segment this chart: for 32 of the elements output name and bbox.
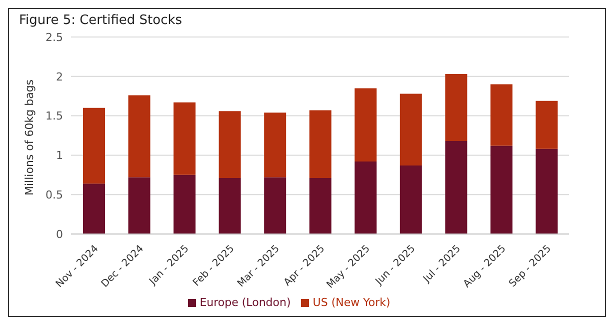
bar [536,100,558,149]
y-tick-label: 2 [56,70,63,84]
bar [354,162,377,234]
bar [174,174,196,234]
bar [400,165,422,234]
bar [400,94,422,166]
bar [309,110,332,178]
y-tick-label: 2.5 [46,30,63,44]
bar [218,111,241,178]
y-tick-label: 0 [56,228,63,241]
bar [445,74,468,142]
y-axis-title: Millions of 60kg bags [22,79,36,196]
bar [445,141,468,234]
bar [218,178,241,234]
bar [309,178,332,234]
bar [264,177,286,234]
chart-title: Figure 5: Certified Stocks [19,13,182,28]
bar [83,184,105,234]
bar [490,84,512,146]
y-tick-label: 0.5 [46,188,63,202]
bar [536,148,558,234]
bar [83,108,105,184]
bar [174,102,196,175]
bar [128,177,150,234]
legend-label: Europe (London) [200,296,291,309]
bar [264,112,286,178]
bar [128,95,150,178]
bar [490,146,512,234]
legend-label: US (New York) [312,296,390,309]
bar [354,88,377,162]
y-tick-label: 1.5 [46,110,63,123]
y-tick-label: 1 [56,149,63,162]
